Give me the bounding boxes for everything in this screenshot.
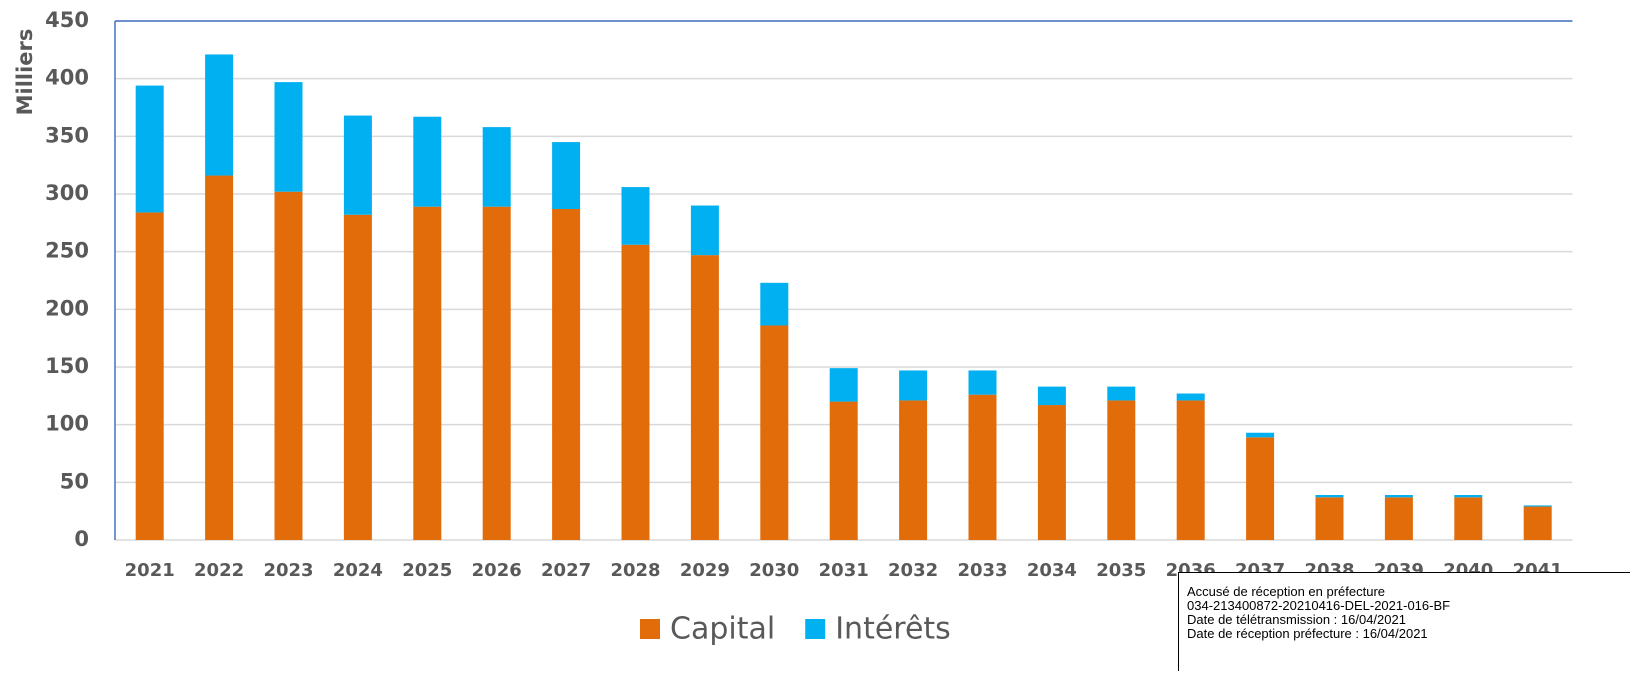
bar-segment xyxy=(1523,505,1552,507)
bar-segment xyxy=(482,127,511,207)
bar-segment xyxy=(1037,386,1066,406)
bar-segment xyxy=(552,208,581,540)
x-tick-label: 2025 xyxy=(402,560,452,581)
x-tick-label: 2029 xyxy=(680,560,730,581)
bar-segment xyxy=(343,214,372,540)
stamp: Accusé de réception en préfecture 034-213… xyxy=(1178,572,1630,671)
x-tick-label: 2034 xyxy=(1027,560,1077,581)
bar-segment xyxy=(1037,405,1066,540)
bar-segment xyxy=(1315,497,1344,540)
bar-segment xyxy=(760,282,789,326)
bar-segment xyxy=(1246,432,1275,438)
bar-segment xyxy=(1384,497,1413,540)
bar-segment xyxy=(1176,393,1205,401)
bar-segment xyxy=(829,368,858,402)
x-tick-label: 2026 xyxy=(472,560,522,581)
y-tick-label: 300 xyxy=(45,181,89,205)
bar-segment xyxy=(690,255,719,541)
bar-segment xyxy=(552,142,581,209)
bar-segment xyxy=(899,370,928,401)
stamp-line: Date de télétransmission : 16/04/2021 xyxy=(1187,612,1406,627)
bar-segment xyxy=(1176,400,1205,540)
bar-segment xyxy=(829,401,858,540)
y-tick-label: 400 xyxy=(45,66,89,90)
x-tick-label: 2027 xyxy=(541,560,591,581)
stamp-line: Accusé de réception en préfecture xyxy=(1187,584,1386,599)
x-tick-label: 2028 xyxy=(610,560,660,581)
bar-segment xyxy=(899,400,928,540)
legend-swatch xyxy=(805,619,826,639)
bar-segment xyxy=(621,187,650,245)
legend-swatch xyxy=(640,619,660,639)
bar-segment xyxy=(690,205,719,256)
legend-label: Capital xyxy=(670,612,775,647)
bar-segment xyxy=(482,206,511,541)
bar-segment xyxy=(413,206,442,541)
y-tick-label: 0 xyxy=(74,527,89,551)
bar-segment xyxy=(760,325,789,540)
bar-segment xyxy=(205,54,234,176)
bar-segment xyxy=(621,244,650,540)
bar-segment xyxy=(205,175,234,540)
stamp-line: Date de réception préfecture : 16/04/202… xyxy=(1187,626,1428,641)
x-tick-label: 2031 xyxy=(819,560,869,581)
bar-segment xyxy=(274,191,303,540)
x-tick-label: 2022 xyxy=(194,560,244,581)
y-tick-label: 150 xyxy=(45,354,89,378)
bar-segment xyxy=(968,370,997,395)
bar-segment xyxy=(1523,506,1552,540)
bar-segment xyxy=(135,212,164,540)
bar-segment xyxy=(1454,495,1483,498)
y-tick-label: 100 xyxy=(45,412,89,436)
bar-segment xyxy=(1454,497,1483,540)
bar-segment xyxy=(343,115,372,215)
x-tick-label: 2035 xyxy=(1096,560,1146,581)
y-tick-label: 50 xyxy=(60,469,89,493)
bar-segment xyxy=(1384,495,1413,498)
y-tick-label: 450 xyxy=(45,8,89,32)
x-tick-label: 2021 xyxy=(125,560,175,581)
bar-segment xyxy=(968,394,997,540)
x-tick-label: 2032 xyxy=(888,560,938,581)
bar-segment xyxy=(1107,400,1136,540)
x-tick-label: 2024 xyxy=(333,560,383,581)
bar-segment xyxy=(1246,437,1275,540)
legend-label: Intérêts xyxy=(835,612,951,647)
y-axis-label: Milliers xyxy=(13,29,37,116)
bar-segment xyxy=(135,85,164,213)
x-tick-label: 2030 xyxy=(749,560,799,581)
x-tick-label: 2033 xyxy=(957,560,1007,581)
bar-segment xyxy=(413,116,442,207)
bar-segment xyxy=(1315,495,1344,498)
stamp-line: 034-213400872-20210416-DEL-2021-016-BF xyxy=(1187,598,1451,613)
y-tick-label: 350 xyxy=(45,123,89,147)
y-tick-label: 250 xyxy=(45,239,89,263)
y-tick-label: 200 xyxy=(45,296,89,320)
bar-segment xyxy=(1107,386,1136,401)
bar-segment xyxy=(274,82,303,192)
x-tick-label: 2023 xyxy=(263,560,313,581)
